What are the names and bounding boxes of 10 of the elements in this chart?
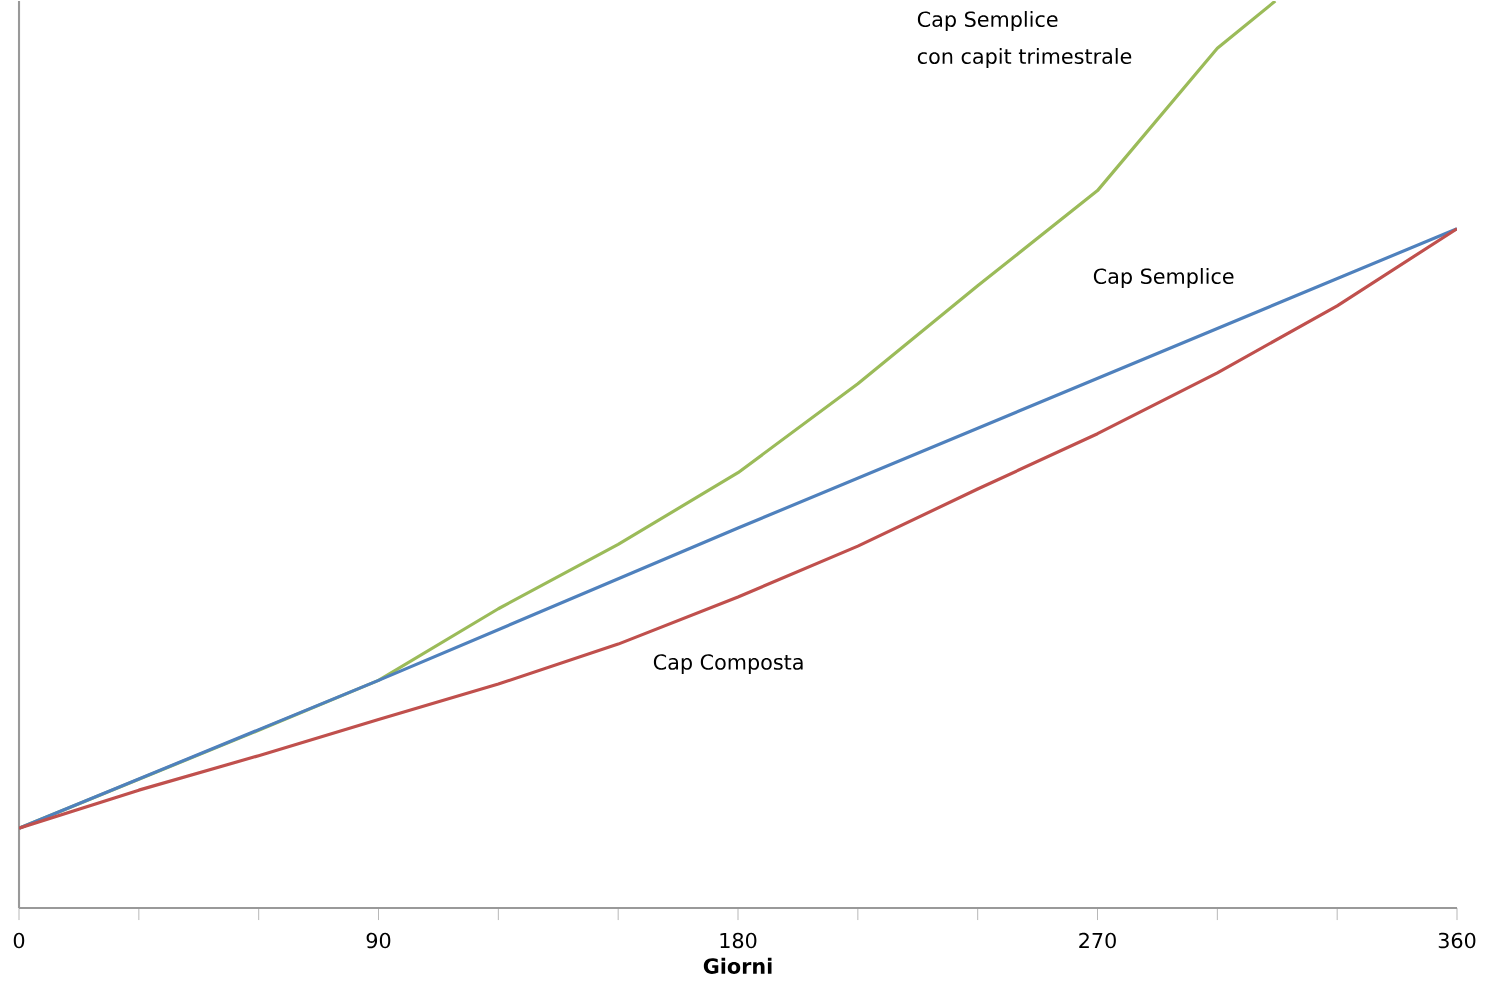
x-tick-label: 360 — [1438, 932, 1476, 949]
annotation: Cap Semplice — [917, 10, 1058, 32]
x-axis-title: Giorni — [703, 957, 772, 974]
annotation: Cap Composta — [653, 654, 803, 674]
x-tick-label: 90 — [366, 932, 391, 949]
x-tick-label: 180 — [720, 932, 757, 949]
x-tick-label: 0 — [13, 932, 25, 949]
x-tick-label: 270 — [1079, 932, 1116, 949]
annotation: Cap Semplice — [1093, 267, 1234, 289]
annotation: con capit trimestrale — [917, 47, 1132, 69]
